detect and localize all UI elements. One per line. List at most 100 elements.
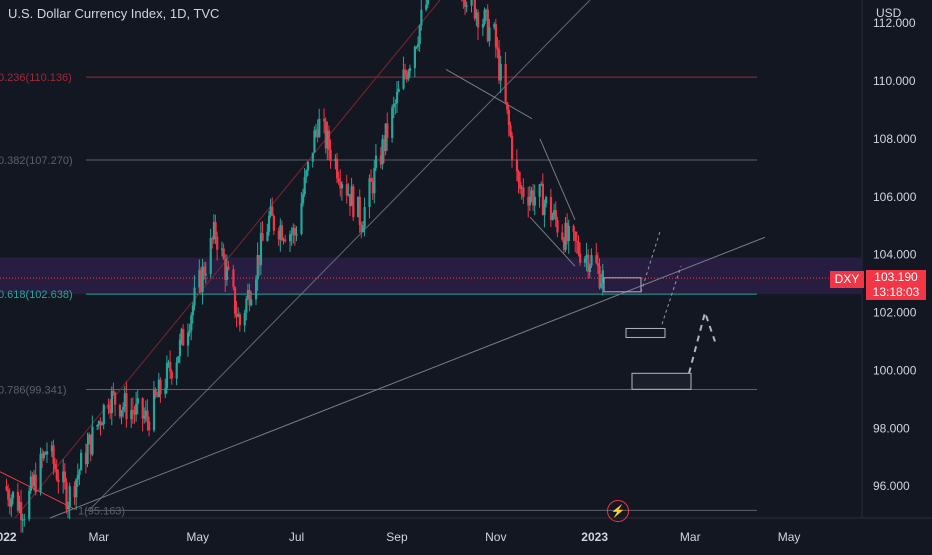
projection-box[interactable] (625, 327, 666, 338)
candle-body (125, 393, 128, 420)
y-tick-label: 112.000 (873, 16, 916, 30)
candle-body (143, 415, 146, 419)
candle-body (279, 225, 282, 240)
candle-body (425, 4, 428, 10)
candle-body (5, 486, 8, 491)
candle-body (146, 410, 149, 422)
trend-line (49, 236, 766, 519)
candle-body (577, 241, 580, 254)
candle-body (233, 287, 237, 314)
candle-body (350, 186, 353, 207)
candle-body (519, 182, 522, 189)
candle-body (131, 409, 135, 413)
candle-body (404, 69, 407, 75)
candle-body (473, 0, 476, 19)
candle-body (245, 298, 248, 313)
candle-body (476, 12, 480, 28)
candle-body (289, 234, 292, 242)
candle-body (41, 453, 44, 459)
projection-box[interactable] (631, 372, 692, 390)
candle-body (386, 123, 389, 139)
projection-box[interactable] (603, 277, 642, 293)
candle-body (86, 444, 89, 465)
candle-body (395, 91, 399, 104)
candle-body (193, 287, 196, 306)
candle-body (152, 389, 156, 431)
candle-body (52, 445, 55, 464)
candle-body (96, 425, 99, 427)
y-tick-label: 110.000 (873, 74, 916, 88)
candle-body (543, 203, 546, 216)
candle-body (282, 239, 285, 241)
candle-body (33, 474, 36, 487)
candle-body (123, 393, 126, 408)
candle-body (191, 305, 195, 316)
candle-body (397, 88, 400, 92)
candle-body (170, 371, 173, 379)
candle-body (211, 238, 214, 240)
candle-body (572, 225, 575, 232)
candle-body (8, 499, 11, 507)
y-tick-label: 102.000 (873, 306, 917, 320)
candle-body (21, 519, 24, 521)
candle-body (600, 282, 603, 288)
candle-body (475, 12, 478, 19)
candle-body (110, 390, 114, 414)
lightning-icon[interactable]: ⚡ (607, 500, 629, 522)
candle-body (352, 186, 355, 218)
candle-body (585, 254, 588, 259)
candle-body (493, 24, 496, 28)
candle-body (255, 279, 258, 300)
candle-body (258, 255, 261, 266)
candle-body (515, 159, 519, 172)
candle-body (326, 130, 329, 149)
x-tick-label: May (778, 530, 801, 544)
candle-body (180, 329, 183, 340)
candle-body (498, 49, 501, 81)
candle-body (465, 5, 468, 7)
candle-body (45, 451, 49, 455)
fib-level-label: 1(95.163) (78, 505, 125, 517)
candle-body (486, 9, 489, 41)
candle-body (488, 27, 491, 41)
candle-body (250, 299, 253, 306)
candle-body (336, 158, 339, 179)
candle-body (556, 219, 559, 233)
fib-level-label: 0.236(110.136) (0, 72, 72, 84)
candle-body (164, 388, 167, 395)
candle-body (361, 227, 365, 233)
candle-body (301, 194, 305, 204)
candle-body (63, 471, 67, 483)
candle-body (243, 312, 246, 326)
candle-body (417, 44, 420, 47)
candle-body (7, 490, 10, 500)
candle-body (511, 135, 514, 160)
candle-body (91, 426, 94, 455)
candle-body (413, 46, 416, 69)
candle-body (88, 434, 91, 445)
candle-body (80, 452, 83, 471)
candle-body (156, 395, 159, 398)
candle-body (75, 479, 78, 498)
candle-body (517, 171, 520, 183)
axis-unit-label: USD (876, 6, 902, 20)
candle-body (574, 231, 577, 241)
projection-arrow (640, 231, 661, 293)
candle-body (554, 210, 557, 220)
candle-body (227, 266, 230, 270)
candle-body (118, 404, 122, 417)
last-price-tag: 103.190 13:18:03 (866, 270, 926, 300)
candle-body (590, 255, 593, 266)
candle-body (293, 228, 297, 236)
candle-body (313, 130, 316, 153)
projection-arrow (661, 266, 682, 325)
candle-body (256, 255, 259, 280)
candle-body (311, 152, 314, 162)
candle-body (292, 228, 295, 234)
candle-body (165, 363, 169, 389)
candle-body (272, 215, 276, 231)
trend-line (539, 138, 576, 221)
projection-arrow (688, 309, 716, 374)
